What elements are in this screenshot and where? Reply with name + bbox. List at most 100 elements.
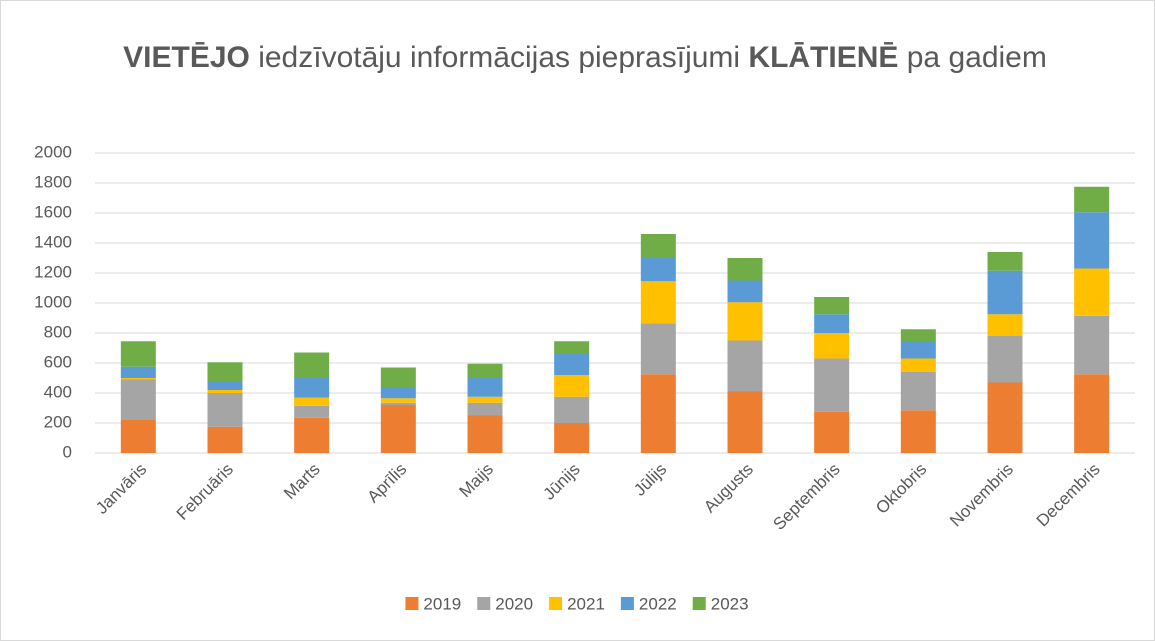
bar-segment [727,391,763,453]
bar-segment [120,366,156,378]
bar-segment [554,396,590,423]
bar-segment [727,302,763,341]
bar-segment [640,258,676,282]
bar-segment [554,423,590,453]
bar-segment [814,333,850,359]
bar-segment [294,352,330,378]
x-tick-label: Oktobris [872,460,930,518]
bar-segment [380,387,416,399]
bar-segment [294,405,330,418]
bar-segment [987,314,1023,336]
bar-segment [1074,186,1110,213]
bar-segment [987,336,1023,383]
x-tick-label: Jūnijs [539,460,583,504]
bar-segment [987,252,1023,271]
bar-segment [640,281,676,324]
bar-segment [467,363,503,378]
legend-label: 2020 [495,594,533,613]
x-tick-label: Aprīlis [363,460,410,507]
bar-segment [120,341,156,367]
bar-segment [987,382,1023,453]
bar-segment [380,367,416,387]
bar-segment [727,280,763,303]
x-tick-label: Decembris [1033,460,1104,531]
bar-segment [814,314,850,333]
bar-segment [900,342,936,359]
y-tick-label: 600 [44,352,72,371]
bar-segment [294,417,330,453]
legend-label: 2021 [567,594,605,613]
bar-segment [1074,315,1110,375]
bar-segment [554,375,590,397]
y-tick-label: 1400 [34,232,72,251]
legend-swatch [405,597,419,610]
y-tick-label: 1000 [34,292,72,311]
legend-swatch [549,597,563,610]
bar-segment [727,258,763,281]
y-tick-label: 1600 [34,202,72,221]
bar-segment [207,390,243,393]
bar-segment [120,379,156,420]
bar-segment [900,410,936,453]
bar-segment [640,374,676,453]
bar-segment [814,358,850,412]
bar-segment [554,341,590,354]
bar-segment [207,426,243,453]
bar-segment [120,378,156,380]
bar-segment [207,362,243,381]
x-tick-label: Maijs [456,460,497,501]
bar-segment [294,397,330,406]
bar-segment [120,419,156,453]
bar-segment [467,396,503,403]
x-tick-label: Februāris [173,460,237,524]
y-tick-label: 400 [44,382,72,401]
legend-swatch [692,597,706,610]
bar-segment [294,378,330,398]
title-part: iedzīvotāju informācijas pieprasījumi [249,41,749,74]
title-part: VIETĒJO [123,41,250,74]
bar-segment [640,323,676,375]
legend-label: 2022 [639,594,677,613]
legend-swatch [620,597,634,610]
bar-segment [900,372,936,411]
bar-segment [987,270,1023,315]
y-tick-label: 200 [44,412,72,431]
legend-label: 2023 [711,594,749,613]
x-tick-label: Septembris [769,460,843,534]
bar-segment [380,405,416,453]
title-part: KLĀTIENĒ [748,41,899,74]
bar-segment [1074,374,1110,453]
x-tick-label: Jūlijs [630,460,670,500]
title-part: pa gadiem [898,41,1047,74]
bar-segment [207,381,243,390]
bar-segment [380,398,416,403]
bar-segment [380,402,416,405]
bar-segment [467,378,503,397]
x-tick-label: Augusts [700,460,757,517]
y-tick-label: 2000 [34,142,72,161]
legend-swatch [477,597,491,610]
y-tick-label: 0 [63,442,72,461]
x-tick-label: Novembris [946,460,1017,531]
bar-segment [727,340,763,392]
bar-segment [467,402,503,416]
legend-label: 2019 [423,594,461,613]
y-tick-label: 1800 [34,172,72,191]
chart-title: VIETĒJO iedzīvotāju informācijas piepras… [117,38,1053,78]
y-tick-label: 1200 [34,262,72,281]
bar-segment [900,329,936,342]
bar-segment [1074,268,1110,316]
bar-segment [554,354,590,375]
bar-segment [900,358,936,372]
bar-segment [467,415,503,453]
bar-segment [814,411,850,453]
bar-segment [640,234,676,258]
x-tick-label: Janvāris [92,460,150,518]
bar-segment [814,297,850,315]
bar-segment [207,393,243,427]
y-tick-label: 800 [44,322,72,341]
bar-segment [1074,212,1110,269]
